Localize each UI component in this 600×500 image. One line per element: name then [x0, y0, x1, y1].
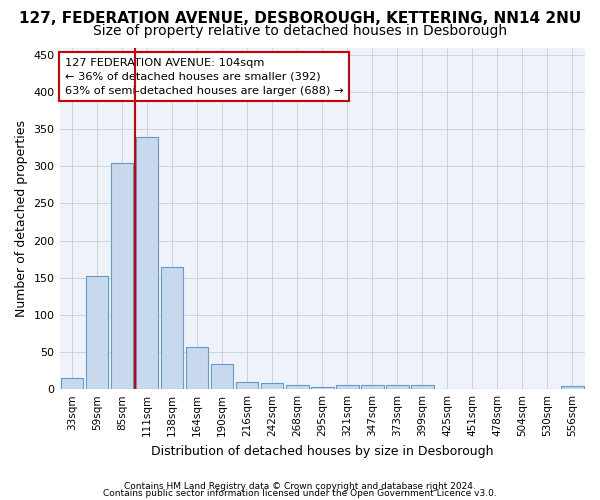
Bar	[136, 136, 158, 389]
Y-axis label: Number of detached properties: Number of detached properties	[15, 120, 28, 317]
Bar	[261, 383, 283, 389]
Bar	[186, 347, 208, 389]
Text: 127 FEDERATION AVENUE: 104sqm
← 36% of detached houses are smaller (392)
63% of : 127 FEDERATION AVENUE: 104sqm ← 36% of d…	[65, 58, 343, 96]
Bar	[561, 386, 584, 389]
Bar	[111, 162, 133, 389]
Bar	[411, 386, 434, 389]
Bar	[386, 386, 409, 389]
Bar	[86, 276, 109, 389]
Bar	[286, 386, 308, 389]
Bar	[336, 386, 359, 389]
Bar	[311, 387, 334, 389]
Bar	[361, 386, 383, 389]
Bar	[161, 266, 184, 389]
X-axis label: Distribution of detached houses by size in Desborough: Distribution of detached houses by size …	[151, 444, 494, 458]
Text: Contains HM Land Registry data © Crown copyright and database right 2024.: Contains HM Land Registry data © Crown c…	[124, 482, 476, 491]
Text: Size of property relative to detached houses in Desborough: Size of property relative to detached ho…	[93, 24, 507, 38]
Bar	[211, 364, 233, 389]
Bar	[236, 382, 259, 389]
Text: Contains public sector information licensed under the Open Government Licence v3: Contains public sector information licen…	[103, 490, 497, 498]
Text: 127, FEDERATION AVENUE, DESBOROUGH, KETTERING, NN14 2NU: 127, FEDERATION AVENUE, DESBOROUGH, KETT…	[19, 11, 581, 26]
Bar	[61, 378, 83, 389]
